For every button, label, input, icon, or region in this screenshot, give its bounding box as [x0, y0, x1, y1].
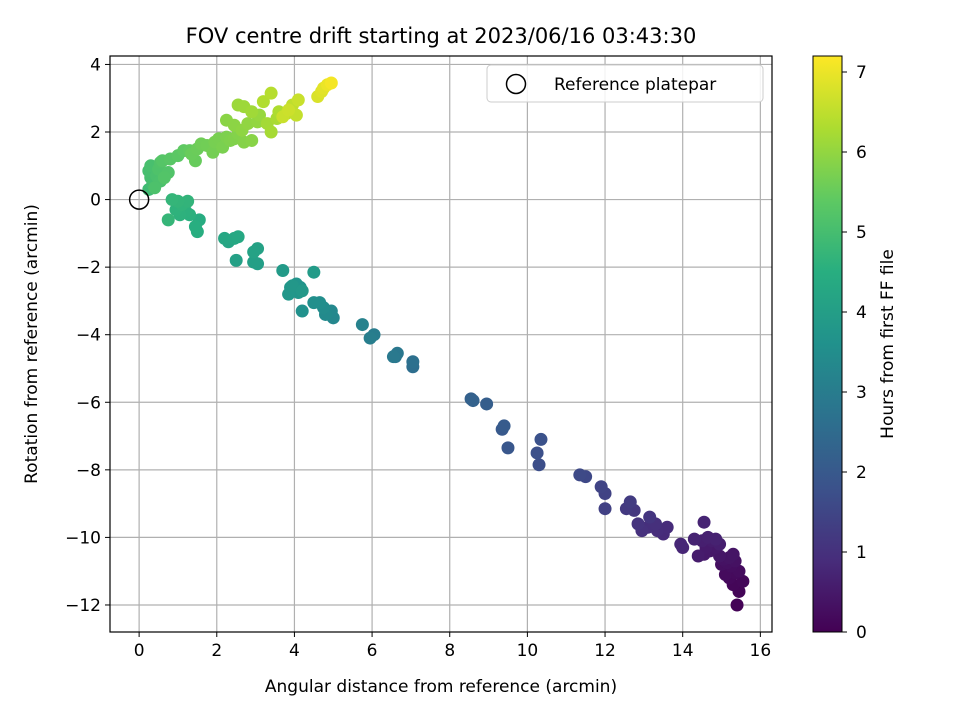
y-tick-label: 4 — [90, 55, 101, 75]
colorbar-tick-label: 1 — [856, 543, 867, 563]
data-point — [573, 468, 587, 482]
data-point — [231, 230, 245, 244]
colorbar-tick-label: 3 — [856, 383, 867, 403]
colorbar-tick-label: 4 — [856, 303, 867, 323]
data-point — [532, 458, 546, 472]
data-point — [247, 245, 261, 259]
legend-box — [486, 64, 764, 103]
data-point — [295, 304, 309, 318]
colorbar-tick-label: 7 — [856, 63, 867, 83]
data-point — [206, 145, 220, 159]
x-axis-title: Angular distance from reference (arcmin) — [265, 677, 617, 697]
x-tick-label: 12 — [594, 641, 616, 661]
data-point — [161, 213, 175, 227]
data-point — [480, 397, 494, 411]
colorbar-tick-label: 0 — [856, 623, 867, 643]
y-tick-label: −8 — [76, 461, 101, 481]
colorbar-tick-label: 2 — [856, 463, 867, 483]
colorbar-tick-label: 6 — [856, 143, 867, 163]
data-point — [386, 350, 400, 364]
data-point — [264, 125, 278, 139]
y-tick-label: 0 — [90, 191, 101, 211]
data-point — [623, 495, 637, 509]
y-axis-title: Rotation from reference (arcmin) — [22, 204, 42, 484]
data-point — [282, 103, 296, 117]
data-point — [406, 355, 420, 369]
x-tick-label: 14 — [672, 641, 694, 661]
data-point — [229, 253, 243, 267]
scatter-points — [142, 76, 750, 612]
data-point — [594, 480, 608, 494]
colorbar-gradient — [812, 55, 843, 633]
data-point — [307, 265, 321, 279]
legend-label-reference: Reference platepar — [554, 75, 716, 95]
data-point — [674, 537, 688, 551]
data-point — [697, 515, 711, 529]
y-tick-label: 2 — [90, 123, 101, 143]
data-point — [730, 598, 744, 612]
x-tick-label: 4 — [289, 641, 300, 661]
colorbar-title: Hours from first FF file — [878, 249, 898, 439]
data-point — [643, 510, 657, 524]
x-tick-label: 8 — [444, 641, 455, 661]
data-point — [530, 446, 544, 460]
data-point — [245, 133, 259, 147]
plot-frame — [109, 55, 773, 633]
y-tick-label: −12 — [65, 596, 101, 616]
reference-platepar-marker — [128, 189, 150, 210]
colorbar: 0 1 2 3 4 5 6 7 Hours from first FF file — [812, 55, 898, 643]
x-tick-label: 10 — [517, 641, 539, 661]
chart-title: FOV centre drift starting at 2023/06/16 … — [186, 24, 697, 48]
y-tick-label: −10 — [65, 528, 101, 548]
data-point — [181, 194, 195, 208]
data-point — [148, 181, 162, 195]
x-tick-label: 2 — [211, 641, 222, 661]
data-point — [324, 76, 338, 90]
colorbar-ticks: 0 1 2 3 4 5 6 7 — [842, 63, 867, 643]
y-tick-labels: −12 −10 −8 −6 −4 −2 0 2 4 — [65, 55, 101, 616]
data-point — [291, 93, 305, 107]
data-point — [157, 171, 171, 185]
data-point — [631, 517, 645, 531]
data-point — [534, 432, 548, 446]
x-tick-labels: 0 2 4 6 8 10 12 14 16 — [134, 641, 771, 661]
colorbar-tick-label: 5 — [856, 223, 867, 243]
data-point — [247, 255, 261, 269]
data-point — [466, 394, 480, 408]
data-point — [363, 331, 377, 345]
data-point — [218, 231, 232, 245]
data-point — [497, 419, 511, 433]
data-point — [264, 86, 278, 100]
y-tick-label: −4 — [76, 326, 101, 346]
data-point — [285, 279, 299, 293]
data-point — [245, 105, 259, 119]
x-tick-label: 6 — [367, 641, 378, 661]
data-point — [726, 547, 740, 561]
x-tick-label: 16 — [750, 641, 772, 661]
data-point — [295, 284, 309, 298]
data-point — [736, 574, 750, 588]
legend-reference-marker — [505, 73, 527, 95]
data-point — [276, 264, 290, 278]
y-tick-label: −6 — [76, 393, 101, 413]
data-point — [691, 549, 705, 563]
data-point — [165, 193, 179, 207]
data-point — [256, 95, 270, 109]
data-point — [687, 532, 701, 546]
legend: Reference platepar — [486, 64, 764, 103]
data-point — [501, 441, 515, 455]
data-point — [241, 117, 255, 131]
x-tick-label: 0 — [134, 641, 145, 661]
data-point — [709, 532, 723, 546]
y-tick-label: −2 — [76, 258, 101, 278]
data-point — [355, 318, 369, 332]
data-point — [598, 502, 612, 516]
data-point — [188, 220, 202, 234]
data-point — [307, 296, 321, 310]
